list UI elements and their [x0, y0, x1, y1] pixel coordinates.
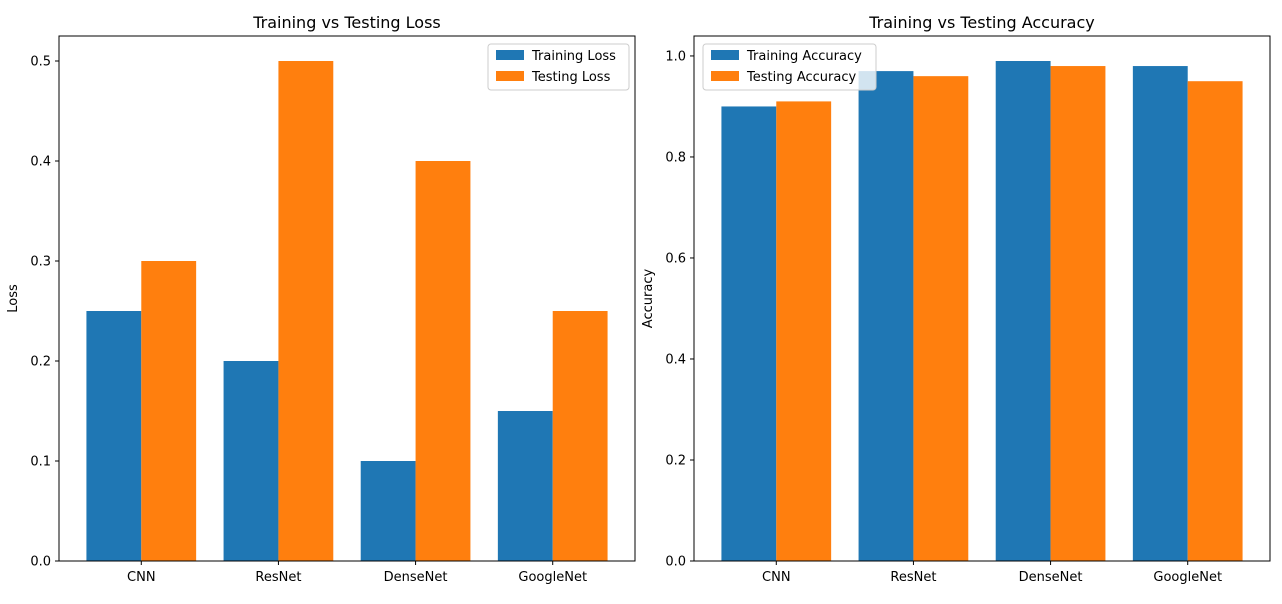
bar-testing-densenet: [1050, 66, 1106, 561]
axes-frame: [693, 35, 1271, 562]
bar-training-resnet: [858, 71, 914, 561]
legend-swatch-testing: [496, 71, 524, 81]
y-axis-label: Accuracy: [641, 269, 656, 329]
bar-training-resnet: [223, 361, 279, 561]
x-tick-label: DenseNet: [384, 570, 448, 585]
x-tick-label: CNN: [127, 570, 156, 585]
y-axis-label: Loss: [6, 284, 21, 313]
axes-frame: [58, 35, 636, 562]
bar-testing-resnet: [913, 76, 969, 561]
legend-swatch-training: [711, 50, 739, 60]
bar-testing-cnn: [141, 261, 197, 561]
x-tick-label: ResNet: [255, 570, 301, 585]
x-tick-label: ResNet: [890, 570, 936, 585]
bar-testing-cnn: [776, 101, 832, 561]
x-tick-label: DenseNet: [1019, 570, 1083, 585]
bar-training-cnn: [86, 311, 142, 561]
bar-training-googlenet: [1132, 66, 1188, 561]
bar-testing-resnet: [278, 61, 334, 561]
x-tick-label: CNN: [762, 570, 791, 585]
legend-box: [702, 43, 877, 91]
x-tick-label: GoogleNet: [1153, 570, 1222, 585]
y-tick-label: 0.1: [30, 455, 51, 470]
bar-testing-googlenet: [1187, 81, 1243, 561]
y-tick-label: 0.2: [665, 453, 686, 468]
bar-training-cnn: [721, 106, 777, 562]
bar-testing-densenet: [415, 161, 471, 561]
bar-testing-googlenet: [552, 311, 608, 561]
y-tick-label: 0.3: [30, 255, 51, 270]
legend-swatch-testing: [711, 71, 739, 81]
chart-title: Training vs Testing Loss: [252, 13, 441, 32]
legend-label: Training Loss: [531, 49, 616, 64]
y-tick-label: 0.4: [30, 155, 51, 170]
legend-label: Testing Accuracy: [746, 70, 856, 85]
legend-label: Testing Loss: [531, 70, 611, 85]
y-tick-label: 0.0: [665, 555, 686, 570]
legend-swatch-training: [496, 50, 524, 60]
x-tick-label: GoogleNet: [518, 570, 587, 585]
legend-label: Training Accuracy: [746, 49, 862, 64]
y-tick-label: 0.5: [30, 55, 51, 70]
y-tick-label: 1.0: [665, 49, 686, 64]
y-tick-label: 0.8: [665, 150, 686, 165]
bar-training-densenet: [360, 461, 416, 561]
bar-training-densenet: [995, 61, 1051, 561]
y-tick-label: 0.6: [665, 251, 686, 266]
y-tick-label: 0.2: [30, 355, 51, 370]
bar-training-googlenet: [497, 411, 553, 561]
chart-title: Training vs Testing Accuracy: [868, 13, 1095, 32]
y-tick-label: 0.4: [665, 352, 686, 367]
y-tick-label: 0.0: [30, 555, 51, 570]
